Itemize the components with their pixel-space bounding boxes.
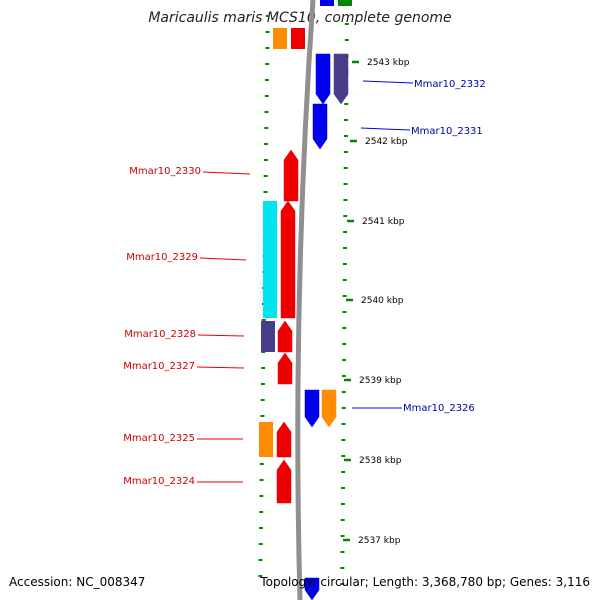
scale-tick-label: 2537 kbp <box>358 536 401 546</box>
gene-feature-mmar10-2327[interactable] <box>277 352 293 385</box>
scale-tick-label: 2540 kbp <box>361 296 404 306</box>
genome-backbone <box>295 0 316 600</box>
gene-callout-line <box>362 80 414 84</box>
gene-label-mmar10-2332[interactable]: Mmar10_2332 <box>414 79 486 90</box>
gene-feature-mmar10-2325-orange[interactable] <box>259 422 273 457</box>
gene-feature-blue[interactable] <box>304 577 320 600</box>
gene-feature-mmar10-2332[interactable] <box>315 53 331 105</box>
gene-feature-orange[interactable] <box>273 28 287 49</box>
gene-feature-red[interactable] <box>291 28 305 49</box>
gene-feature-mmar10-2326[interactable] <box>304 389 320 428</box>
scale-tick-label: 2539 kbp <box>359 376 402 386</box>
scale-tick-label: 2538 kbp <box>359 456 402 466</box>
gene-feature-mmar10-2329-cyan[interactable] <box>263 201 277 318</box>
gene-callout-line <box>199 257 247 261</box>
gene-feature-orange[interactable] <box>321 389 337 428</box>
genome-summary: Topology: circular; Length: 3,368,780 bp… <box>260 575 590 589</box>
gene-callout-line <box>360 127 411 131</box>
gene-callout-line <box>196 366 245 369</box>
gene-label-mmar10-2328[interactable]: Mmar10_2328 <box>124 329 196 340</box>
gene-label-mmar10-2325[interactable]: Mmar10_2325 <box>123 433 195 444</box>
map-title: Maricaulis maris MCS10, complete genome <box>148 10 452 26</box>
gene-feature-mmar10-2325[interactable] <box>276 421 292 458</box>
gene-feature-slate[interactable] <box>333 53 349 105</box>
gene-callout-line <box>202 171 251 175</box>
feature-track <box>259 0 352 600</box>
gene-feature-green[interactable] <box>338 0 352 6</box>
accession-text: Accession: NC_008347 <box>9 575 146 589</box>
gene-feature-mmar10-2330[interactable] <box>283 149 299 202</box>
gene-label-mmar10-2326[interactable]: Mmar10_2326 <box>403 403 475 414</box>
scale-ticks: 2543 kbp 2542 kbp 2541 kbp 2540 kbp 2539 kbp… <box>343 58 410 546</box>
scale-tick-label: 2541 kbp <box>362 217 405 227</box>
scale-tick-label: 2543 kbp <box>367 58 410 68</box>
gene-label-mmar10-2324[interactable]: Mmar10_2324 <box>123 476 195 487</box>
scale-tick-label: 2542 kbp <box>365 137 408 147</box>
gene-feature-mmar10-2328[interactable] <box>277 320 293 353</box>
gene-feature-mmar10-2328-slate[interactable] <box>261 321 275 352</box>
gene-label-mmar10-2331[interactable]: Mmar10_2331 <box>411 126 483 137</box>
gene-labels: Mmar10_2332 Mmar10_2331 Mmar10_2330 Mmar10_… <box>123 79 486 487</box>
gene-label-mmar10-2330[interactable]: Mmar10_2330 <box>129 166 201 177</box>
gene-feature-mmar10-2331[interactable] <box>312 103 328 150</box>
gene-feature-blue[interactable] <box>320 0 334 6</box>
gene-label-mmar10-2327[interactable]: Mmar10_2327 <box>123 361 195 372</box>
gene-feature-mmar10-2329[interactable] <box>280 200 296 319</box>
gene-label-mmar10-2329[interactable]: Mmar10_2329 <box>126 252 198 263</box>
gene-callout-line <box>197 334 245 337</box>
gene-feature-mmar10-2324[interactable] <box>276 459 292 504</box>
